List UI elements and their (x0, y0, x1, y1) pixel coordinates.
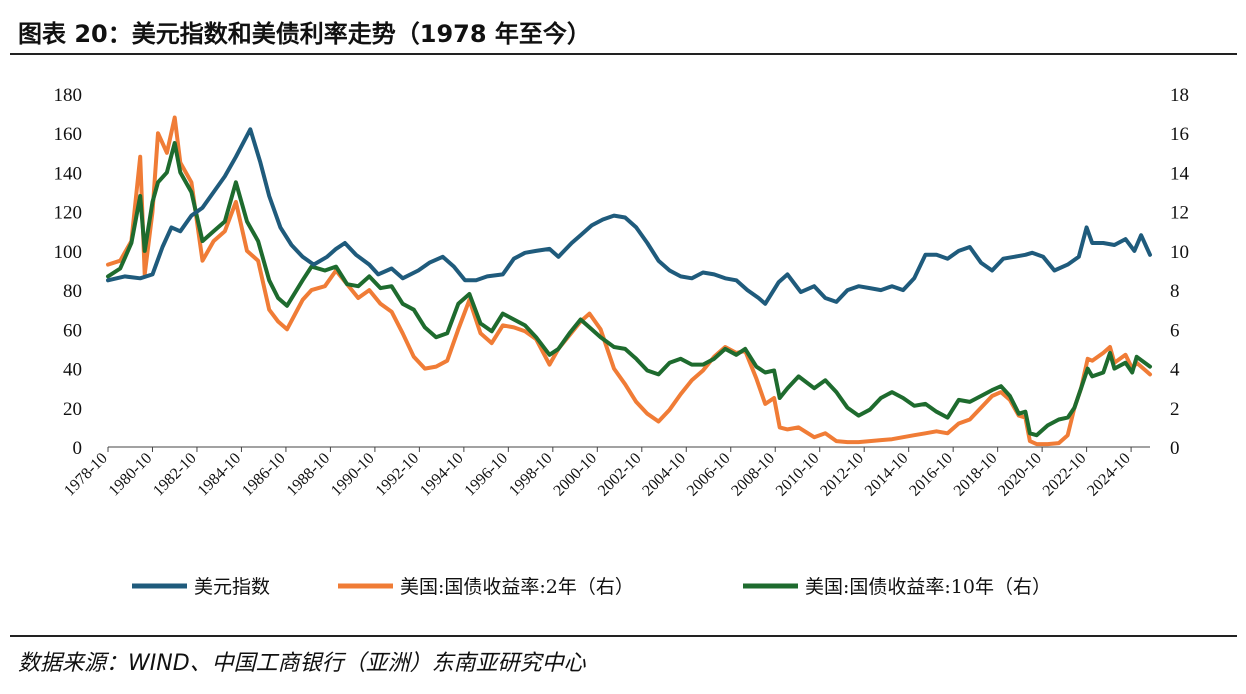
x-tick-label: 1990-10 (328, 450, 378, 500)
x-tick-label: 2014-10 (862, 450, 912, 500)
x-tick-label: 2002-10 (595, 450, 645, 500)
y-right-tick-label: 16 (1170, 124, 1189, 145)
x-tick-label: 1986-10 (239, 450, 289, 500)
title-rule (10, 53, 1237, 55)
y-right-tick-label: 8 (1170, 281, 1180, 302)
y-right-tick-label: 18 (1170, 85, 1189, 106)
chart-title: 图表 20：美元指数和美债利率走势（1978 年至今） (18, 20, 591, 48)
series-line-1 (106, 115, 1152, 447)
data-source-note: 数据来源：WIND、中国工商银行（亚洲）东南亚研究中心 (18, 651, 586, 676)
legend: 美元指数 美国:国债收益率:2年（右） 美国:国债收益率:10年（右） (132, 576, 1051, 598)
x-tick-label: 1980-10 (106, 450, 156, 500)
y-left-tick-label: 100 (54, 242, 83, 263)
x-tick-label: 1992-10 (372, 450, 422, 500)
series-line-0 (106, 127, 1152, 306)
x-tick-label: 2010-10 (773, 450, 823, 500)
series-line-2 (106, 141, 1152, 438)
legend-label: 美国:国债收益率:10年（右） (805, 576, 1051, 598)
y-left-tick-label: 40 (63, 360, 82, 381)
y-right-tick-label: 6 (1170, 320, 1180, 341)
y-right-tick-label: 4 (1170, 360, 1180, 381)
plot-area (106, 115, 1152, 447)
x-tick-label: 2018-10 (951, 450, 1001, 500)
x-tick-label: 1978-10 (61, 450, 111, 500)
y-right-tick-label: 12 (1170, 203, 1189, 224)
source-rule (10, 635, 1237, 637)
x-tick-label: 2020-10 (995, 450, 1045, 500)
x-tick-label: 2006-10 (684, 450, 734, 500)
x-tick-label: 1994-10 (417, 450, 467, 500)
y-left-tick-label: 20 (63, 399, 82, 420)
x-tick-label: 2008-10 (728, 450, 778, 500)
x-tick-label: 2016-10 (906, 450, 956, 500)
axes: 0 20 40 60 80 100 120 140 160 180 0 2 4 6 8 10 12 14 16 18 1… (54, 85, 1190, 500)
y-left-tick-label: 80 (63, 281, 82, 302)
legend-label: 美元指数 (194, 576, 270, 598)
y-right-tick-label: 2 (1170, 399, 1180, 420)
y-right-tick-label: 14 (1170, 163, 1190, 184)
y-right-tick-label: 0 (1170, 438, 1180, 459)
x-tick-label: 2012-10 (817, 450, 867, 500)
y-right-tick-label: 10 (1170, 242, 1189, 263)
x-tick-label: 1982-10 (150, 450, 200, 500)
y-left-tick-label: 160 (54, 124, 83, 145)
x-tick-label: 2004-10 (639, 450, 689, 500)
y-left-tick-label: 120 (54, 203, 83, 224)
x-tick-label: 2022-10 (1040, 450, 1090, 500)
x-tick-label: 1996-10 (461, 450, 511, 500)
x-tick-label: 1998-10 (506, 450, 556, 500)
x-tick-label: 1988-10 (284, 450, 334, 500)
legend-label: 美国:国债收益率:2年（右） (400, 576, 634, 598)
x-tick-label: 1984-10 (195, 450, 245, 500)
y-left-tick-label: 140 (54, 163, 83, 184)
x-tick-label: 2024-10 (1084, 450, 1134, 500)
y-left-tick-label: 0 (73, 438, 83, 459)
dual-axis-line-chart: 0 20 40 60 80 100 120 140 160 180 0 2 4 6 8 10 12 14 16 18 1… (54, 85, 1190, 598)
x-tick-label: 2000-10 (550, 450, 600, 500)
y-left-tick-label: 180 (54, 85, 83, 106)
y-left-tick-label: 60 (63, 320, 82, 341)
